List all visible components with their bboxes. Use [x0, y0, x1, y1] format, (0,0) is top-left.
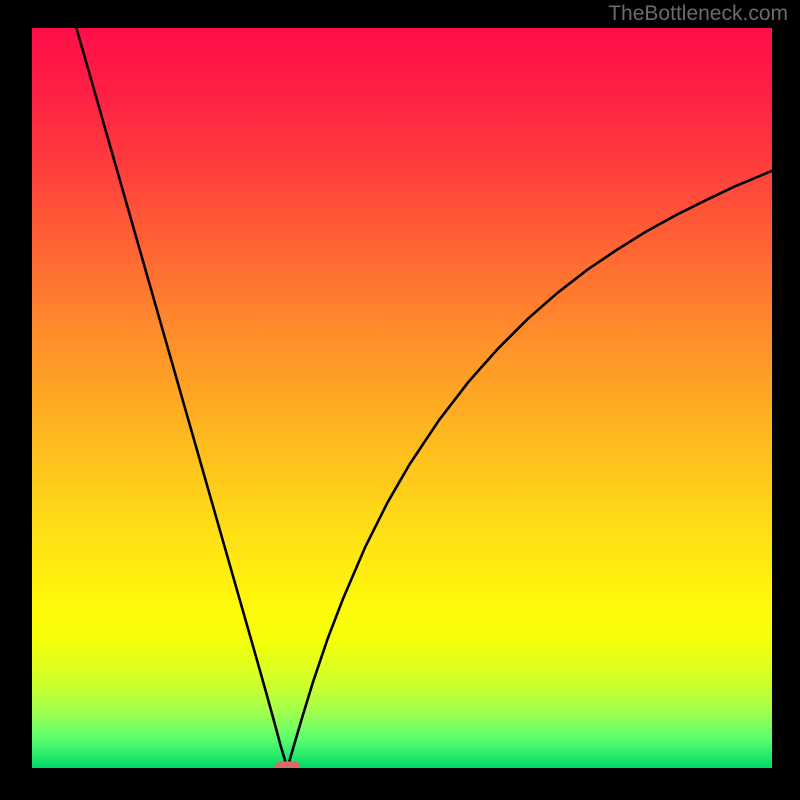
- plot-area: [32, 28, 772, 768]
- gradient-background: [32, 28, 772, 768]
- watermark-text: TheBottleneck.com: [608, 2, 788, 26]
- optimum-marker: [274, 761, 300, 768]
- chart-container: TheBottleneck.com: [0, 0, 800, 800]
- chart-svg: [32, 28, 772, 768]
